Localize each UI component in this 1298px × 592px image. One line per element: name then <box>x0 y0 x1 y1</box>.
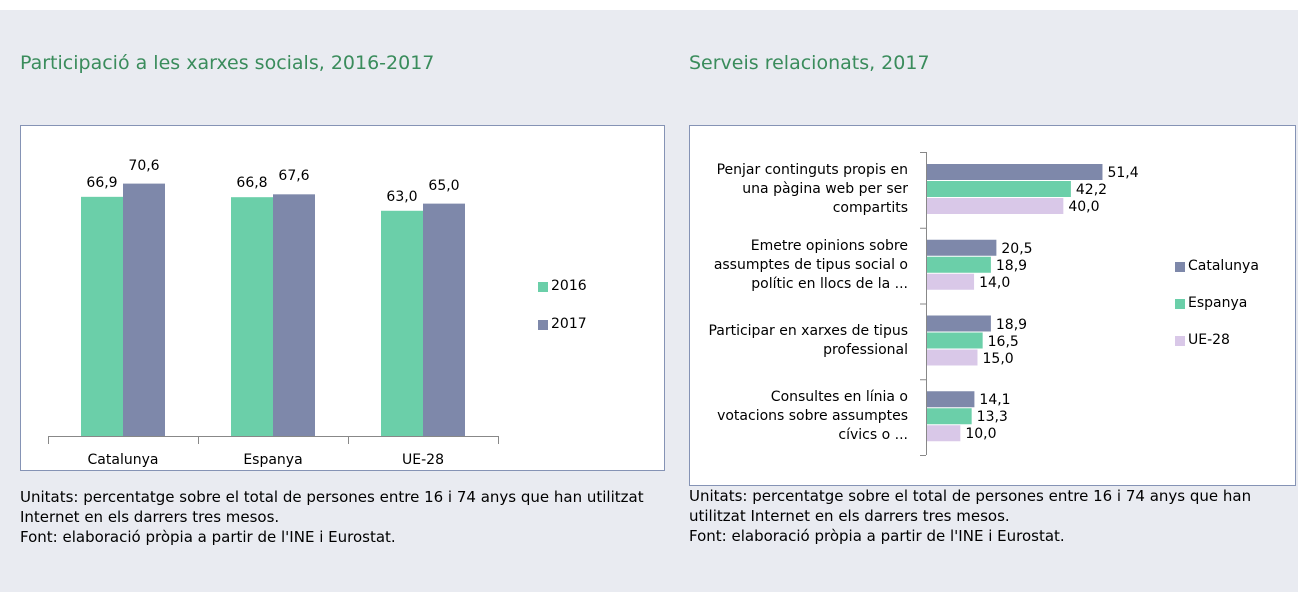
note: Unitats: percentatge sobre el total de p… <box>20 488 644 526</box>
top-strip <box>0 0 1298 10</box>
legend-label: 2017 <box>551 316 587 332</box>
bar <box>927 408 972 425</box>
legend-swatch <box>1175 262 1185 272</box>
legend-swatch <box>538 282 548 292</box>
bar <box>381 210 423 436</box>
value-label: 42,2 <box>1075 182 1108 198</box>
value-label: 51,4 <box>1107 165 1139 181</box>
bar <box>927 198 1064 214</box>
bar <box>927 315 991 332</box>
value-label: 15,0 <box>982 350 1014 367</box>
legend-swatch <box>1175 299 1185 309</box>
y-tick-label: Consultes en línia o votacions sobre ass… <box>717 389 908 444</box>
value-label: 18,9 <box>995 257 1028 274</box>
bar <box>927 164 1103 180</box>
value-label: 67,6 <box>278 168 310 185</box>
value-label: 14,1 <box>979 392 1011 409</box>
bar <box>927 239 997 256</box>
legend-swatch <box>1175 336 1185 346</box>
value-label: 40,0 <box>1068 199 1100 215</box>
legend-label: Catalunya <box>1188 258 1259 274</box>
value-label: 70,6 <box>128 157 160 174</box>
value-label: 65,0 <box>428 177 460 194</box>
note: Unitats: percentatge sobre el total de p… <box>689 487 1252 525</box>
bar <box>927 181 1071 197</box>
bar <box>927 273 975 290</box>
value-label: 16,5 <box>987 333 1019 350</box>
y-tick-label: Emetre opinions sobre assumptes de tipus… <box>713 237 908 292</box>
chart-title: Participació a les xarxes socials, 2016-… <box>20 52 435 74</box>
bar <box>927 391 975 408</box>
x-tick-label: Catalunya <box>87 452 159 468</box>
bar <box>927 256 991 273</box>
y-tick-label: Participar en xarxes de tipus profession… <box>708 323 908 358</box>
bar <box>927 425 961 442</box>
x-tick-label: UE-28 <box>402 452 444 468</box>
bar <box>231 197 273 436</box>
value-label: 13,3 <box>976 409 1008 426</box>
value-label: 20,5 <box>1001 240 1033 257</box>
legend-label: 2016 <box>551 278 587 294</box>
x-tick-label: Espanya <box>243 452 303 468</box>
note: Font: elaboració pròpia a partir de l'IN… <box>689 527 1065 545</box>
value-label: 66,8 <box>236 175 268 192</box>
value-label: 10,0 <box>965 426 997 443</box>
note: Font: elaboració pròpia a partir de l'IN… <box>20 528 396 546</box>
value-label: 18,9 <box>995 316 1028 333</box>
bar <box>81 196 123 436</box>
bar <box>927 332 983 349</box>
y-tick-label: Penjar continguts propis en una pàgina w… <box>716 162 908 216</box>
value-label: 63,0 <box>386 188 418 205</box>
legend-label: Espanya <box>1188 295 1248 311</box>
value-label: 66,9 <box>86 174 118 191</box>
bar <box>423 203 465 436</box>
bar <box>123 183 165 436</box>
bar <box>927 349 978 366</box>
value-label: 14,0 <box>979 274 1011 291</box>
legend-swatch <box>538 320 548 330</box>
chart-title: Serveis relacionats, 2017 <box>689 52 930 74</box>
bar <box>273 194 315 436</box>
legend-label: UE-28 <box>1188 332 1230 348</box>
